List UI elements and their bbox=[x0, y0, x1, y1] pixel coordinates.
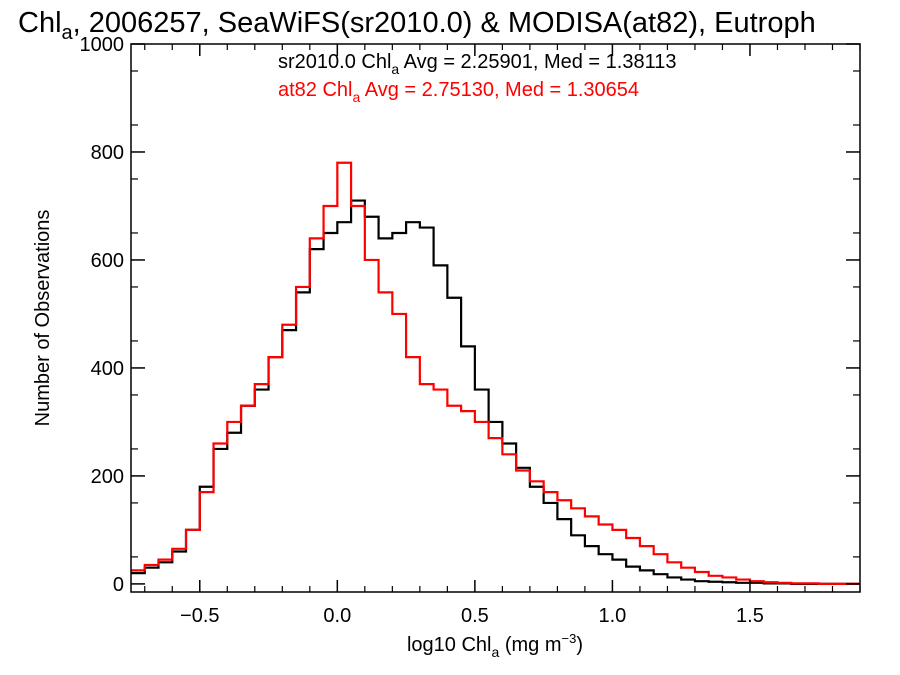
legend-red-post: Avg = 2.75130, Med = 1.30654 bbox=[360, 79, 639, 101]
legend-black-subscript: a bbox=[391, 61, 399, 77]
y-tick-label: 200 bbox=[91, 466, 124, 488]
plot-lines bbox=[131, 161, 860, 585]
y-axis-title: Number of Observations bbox=[32, 210, 54, 427]
x-axis-title-superscript: −3 bbox=[562, 631, 577, 646]
chart-title-main: Chl bbox=[18, 7, 62, 39]
legend-black-pre: sr2010.0 Chl bbox=[278, 51, 391, 73]
histogram-series-0 bbox=[131, 199, 860, 585]
legend-black-post: Avg = 2.25901, Med = 1.38113 bbox=[399, 51, 676, 73]
x-tick-label: 0.0 bbox=[323, 605, 351, 627]
axis-tick-labels: −0.5 0.0 0.5 1.0 1.5 0 200 400 600 800 1000 bbox=[80, 34, 764, 627]
chart-title-rest: , 2006257, SeaWiFS(sr2010.0) & MODISA(at… bbox=[73, 7, 816, 39]
legend-entry-black: sr2010.0 Chla Avg = 2.25901, Med = 1.381… bbox=[278, 51, 676, 77]
y-tick-label: 1000 bbox=[80, 34, 125, 56]
legend-red-subscript: a bbox=[353, 89, 361, 105]
y-tick-label: 800 bbox=[91, 142, 124, 164]
y-tick-label: 400 bbox=[91, 358, 124, 380]
legend-entry-red: at82 Chla Avg = 2.75130, Med = 1.30654 bbox=[278, 79, 639, 105]
y-tick-label: 0 bbox=[113, 574, 124, 596]
y-tick-label: 600 bbox=[91, 250, 124, 272]
histogram-series-1 bbox=[131, 161, 860, 585]
x-axis-title-subscript: a bbox=[492, 644, 500, 660]
x-axis-title-main: log10 Chl bbox=[407, 634, 492, 656]
x-tick-label: 1.0 bbox=[599, 605, 627, 627]
chart-title-subscript: a bbox=[62, 22, 74, 44]
chart-title: Chla, 2006257, SeaWiFS(sr2010.0) & MODIS… bbox=[18, 7, 816, 44]
plot-frame bbox=[130, 43, 861, 593]
x-tick-label: 0.5 bbox=[461, 605, 489, 627]
x-axis-title: log10 Chla (mg m−3) bbox=[407, 631, 583, 660]
x-axis-title-rest: (mg m bbox=[499, 634, 561, 656]
legend-red-pre: at82 Chl bbox=[278, 79, 353, 101]
x-tick-label: −0.5 bbox=[180, 605, 219, 627]
axis-ticks bbox=[131, 43, 861, 592]
x-tick-label: 1.5 bbox=[736, 605, 764, 627]
x-axis-title-end: ) bbox=[576, 634, 583, 656]
